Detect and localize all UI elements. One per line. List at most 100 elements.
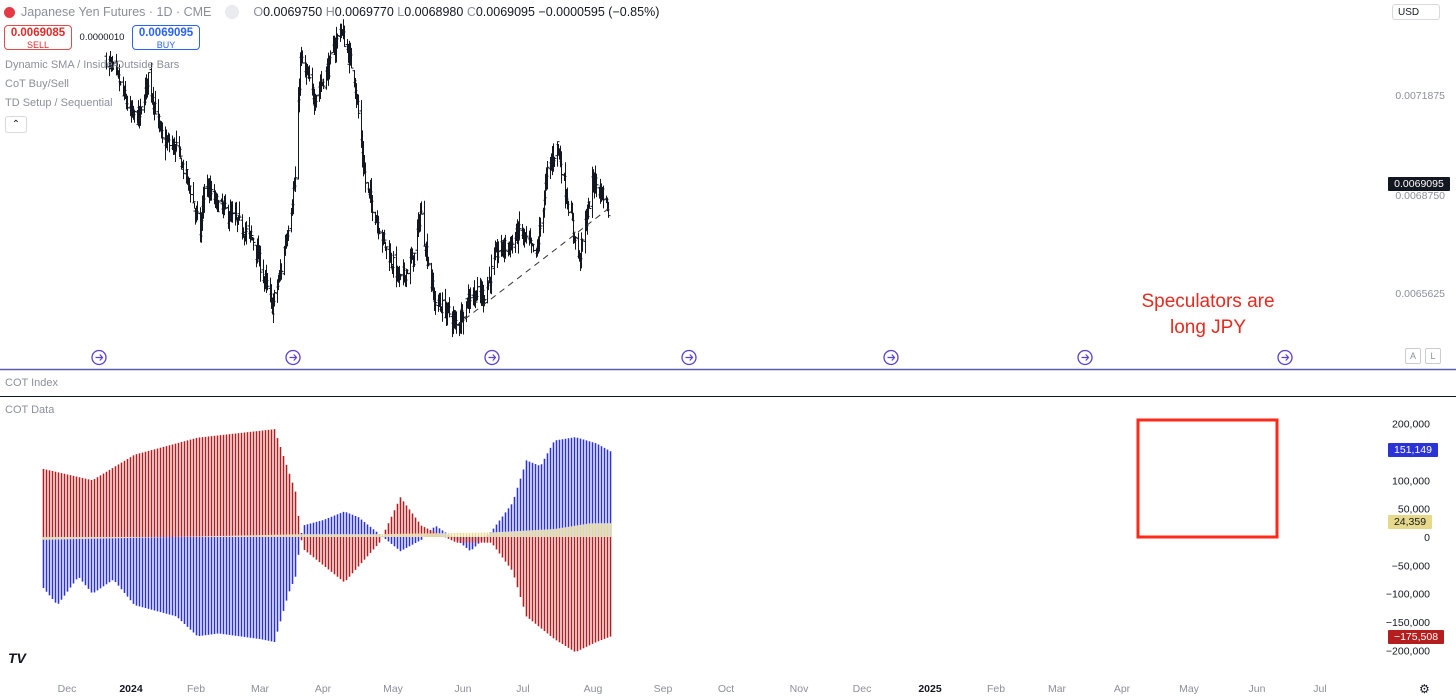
ohlc-bar bbox=[223, 194, 228, 210]
ohlc-bar bbox=[398, 273, 403, 281]
time-tick-label: Mar bbox=[1048, 683, 1067, 695]
cot-tick-label: 100,000 bbox=[1392, 475, 1430, 487]
tradingview-logo: TV bbox=[8, 650, 26, 666]
ohlc-bar bbox=[328, 50, 333, 65]
time-tick-label: May bbox=[1179, 683, 1200, 695]
time-tick-label: Dec bbox=[853, 683, 872, 695]
ohlc-bar bbox=[174, 130, 179, 152]
cot-data-label: COT Data bbox=[5, 404, 55, 416]
visibility-icon[interactable] bbox=[225, 5, 240, 19]
last-value-speculators: 151,149 bbox=[1388, 443, 1438, 457]
ohlc-bar bbox=[314, 94, 319, 108]
ohlc-bar bbox=[307, 65, 312, 82]
ohlc-bar bbox=[496, 241, 501, 264]
ohlc-bar bbox=[594, 173, 599, 198]
ohlc-bar bbox=[370, 194, 375, 222]
ohlc-bar bbox=[216, 199, 221, 212]
indicator-cot-buy-sell[interactable]: CoT Buy/Sell bbox=[5, 78, 69, 90]
cot-signal-icon[interactable] bbox=[681, 349, 697, 366]
ohlc-legend: O0.0069750 H0.0069770 L0.0068980 C0.0069… bbox=[253, 5, 659, 19]
low-value: 0.0068980 bbox=[404, 5, 464, 19]
ohlc-bar bbox=[468, 287, 473, 309]
last-value-commercials: −175,508 bbox=[1388, 630, 1444, 644]
ohlc-bar bbox=[538, 217, 543, 237]
ohlc-bar bbox=[461, 311, 466, 335]
time-tick-label: Apr bbox=[1114, 683, 1131, 695]
cot-signal-icon[interactable] bbox=[1077, 349, 1093, 366]
trendline[interactable] bbox=[455, 204, 614, 327]
collapse-legend-button[interactable]: ⌃ bbox=[5, 116, 27, 133]
time-tick-label: Sep bbox=[654, 683, 673, 695]
ohlc-bar bbox=[265, 272, 270, 291]
last-price-label: 0.0069095 bbox=[1388, 177, 1450, 191]
ohlc-bar bbox=[209, 180, 214, 201]
ohlc-bar bbox=[178, 146, 183, 158]
cot-signal-icon[interactable] bbox=[91, 349, 107, 366]
open-key: O bbox=[253, 5, 264, 19]
ohlc-bar bbox=[160, 122, 165, 144]
log-scale-button[interactable]: L bbox=[1425, 348, 1441, 364]
time-tick-label: Apr bbox=[315, 683, 332, 695]
annotation-text: Speculators are long JPY bbox=[1120, 289, 1296, 341]
ohlc-bar bbox=[363, 162, 368, 193]
buy-label: BUY bbox=[156, 40, 176, 50]
ohlc-bar bbox=[440, 292, 445, 322]
ohlc-bar bbox=[195, 201, 200, 221]
ohlc-bar bbox=[391, 251, 396, 278]
cot-tick-label: 200,000 bbox=[1392, 419, 1430, 431]
gear-icon[interactable]: ⚙ bbox=[1419, 682, 1430, 696]
ohlc-bar bbox=[146, 72, 151, 95]
cot-signal-icon[interactable] bbox=[484, 349, 500, 366]
spread-value: 0.0000010 bbox=[79, 32, 125, 43]
ohlc-bar bbox=[293, 166, 298, 193]
ohlc-bar bbox=[555, 141, 560, 167]
ohlc-bar bbox=[412, 252, 417, 267]
time-tick-label: Feb bbox=[187, 683, 205, 695]
close-key: C bbox=[466, 5, 476, 19]
cot-signal-icon[interactable] bbox=[1277, 349, 1293, 366]
time-tick-label: Jul bbox=[516, 683, 529, 695]
ohlc-bar bbox=[342, 25, 347, 48]
ohlc-bar bbox=[111, 61, 116, 70]
time-tick-label: Jul bbox=[1313, 683, 1326, 695]
indicator-sma[interactable]: Dynamic SMA / Inside/Outside Bars bbox=[5, 59, 180, 71]
cot-signal-icon[interactable] bbox=[883, 349, 899, 366]
time-tick-label: Jun bbox=[455, 683, 472, 695]
sell-label: SELL bbox=[26, 40, 50, 50]
ohlc-bar bbox=[251, 237, 256, 251]
ohlc-bar bbox=[503, 234, 508, 259]
ohlc-bar bbox=[286, 225, 291, 241]
ohlc-bar bbox=[237, 201, 242, 221]
buy-button[interactable]: 0.0069095 BUY bbox=[132, 25, 200, 50]
ohlc-bar bbox=[384, 246, 389, 260]
ohlc-bar bbox=[258, 245, 263, 282]
ohlc-bar bbox=[433, 291, 438, 315]
ohlc-bar bbox=[573, 236, 578, 250]
cot-tick-label: 50,000 bbox=[1398, 504, 1430, 516]
currency-selector[interactable]: USD bbox=[1392, 4, 1440, 20]
cot-signal-icon[interactable] bbox=[285, 349, 301, 366]
high-value: 0.0069770 bbox=[334, 5, 394, 19]
cot-tick-label: −100,000 bbox=[1386, 589, 1430, 601]
time-tick-label: Oct bbox=[718, 683, 734, 695]
ohlc-bar bbox=[279, 263, 284, 280]
time-tick-label: Nov bbox=[790, 683, 809, 695]
auto-scale-button[interactable]: A bbox=[1405, 348, 1421, 364]
ohlc-bar bbox=[349, 47, 354, 69]
ohlc-bar bbox=[202, 183, 207, 213]
ohlc-bar bbox=[191, 181, 196, 203]
time-tick-label: 2025 bbox=[918, 683, 942, 695]
cot-tick-label: 0 bbox=[1424, 532, 1430, 544]
ohlc-bar bbox=[580, 238, 585, 252]
annotation-line-2: long JPY bbox=[1169, 317, 1247, 338]
symbol-title[interactable]: Japanese Yen Futures · 1D · CME bbox=[21, 5, 212, 19]
cot-index-label: COT Index bbox=[5, 377, 58, 389]
last-value-small-traders: 24,359 bbox=[1388, 515, 1432, 529]
sell-button[interactable]: 0.0069085 SELL bbox=[4, 25, 72, 50]
ohlc-bar bbox=[321, 78, 326, 90]
indicator-td-sequential[interactable]: TD Setup / Sequential bbox=[5, 97, 113, 109]
sell-price: 0.0069085 bbox=[10, 27, 66, 39]
ohlc-bar bbox=[566, 200, 571, 216]
time-tick-label: Aug bbox=[584, 683, 603, 695]
symbol-icon bbox=[4, 6, 15, 18]
